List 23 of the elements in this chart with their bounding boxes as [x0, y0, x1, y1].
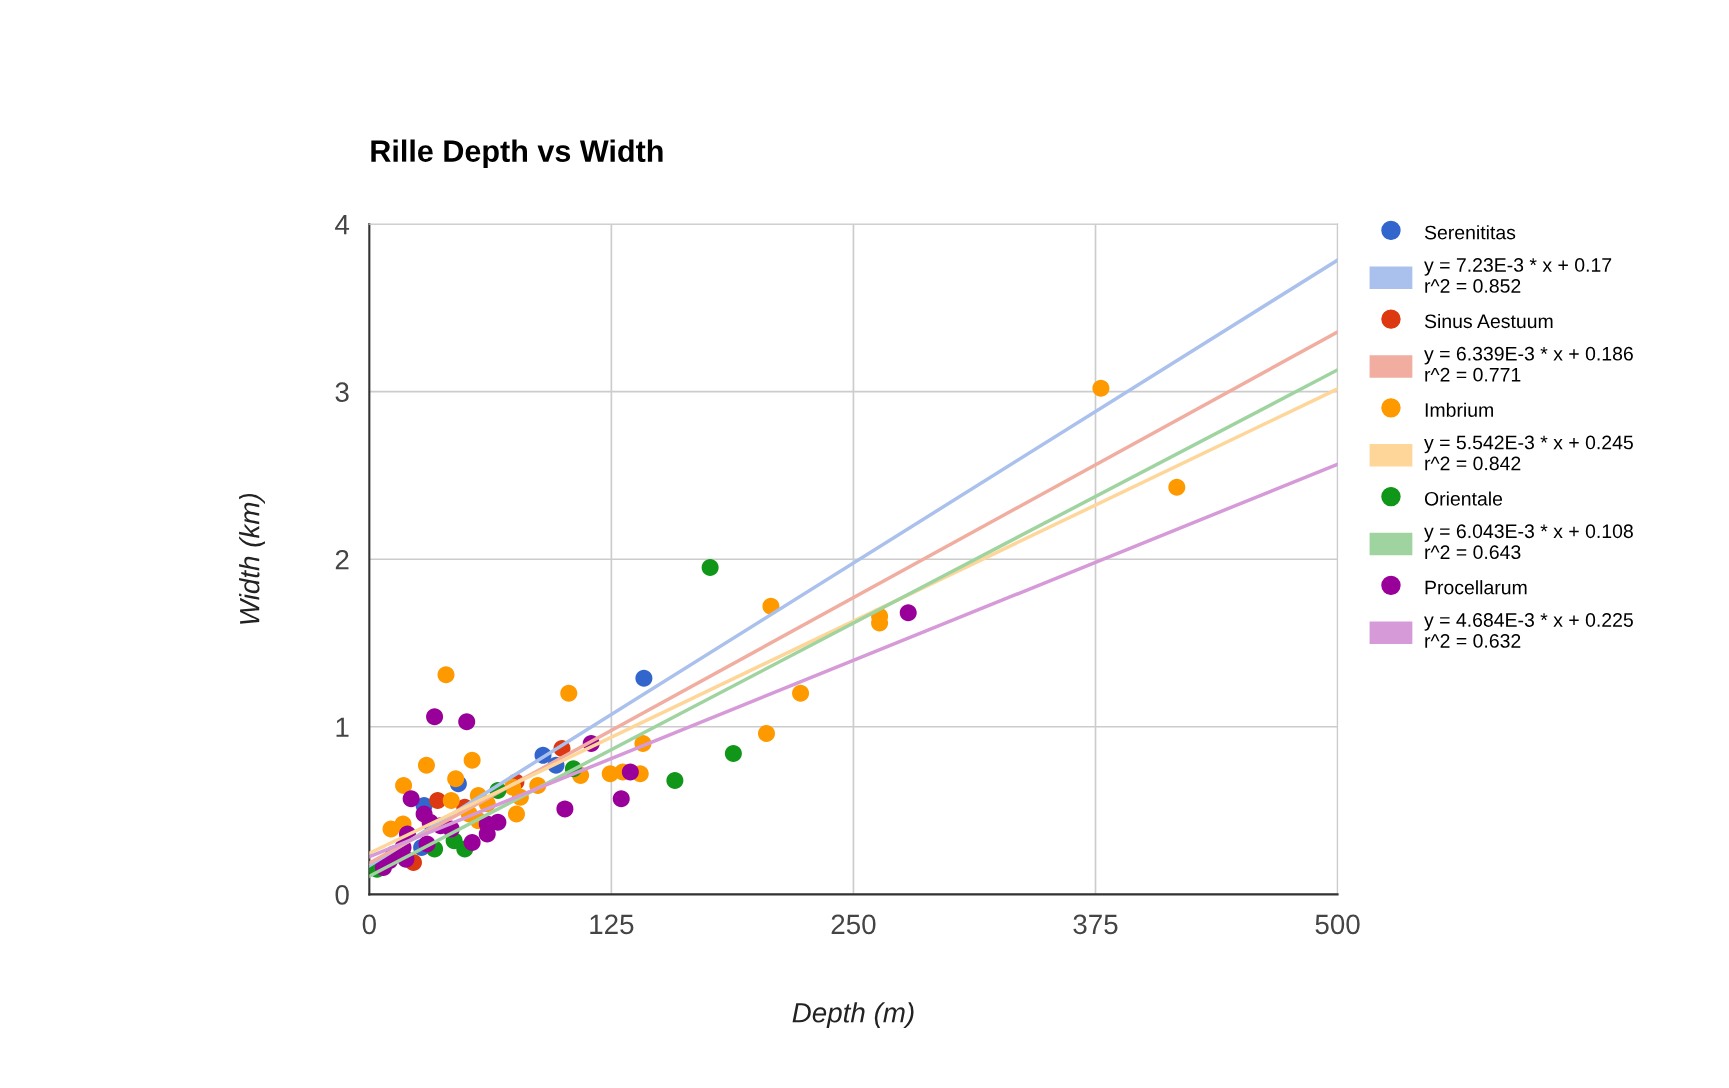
y-tick-label: 1: [336, 717, 349, 737]
legend-label: y = 6.339E-3 * x + 0.186 r^2 = 0.771: [1424, 346, 1633, 382]
x-tick-label: 500: [1315, 914, 1360, 935]
legend-label: y = 4.684E-3 * x + 0.225 r^2 = 0.632: [1424, 613, 1633, 648]
y-tick-label: 2: [335, 549, 349, 570]
x-tick-label: 0: [362, 914, 376, 935]
legend-label: Sinus Aestuum: [1424, 313, 1553, 329]
y-tick-label: 0: [335, 885, 349, 905]
x-axis-title: Depth (m): [792, 1002, 914, 1029]
chart-title: Rille Depth vs Width: [371, 139, 663, 168]
legend-label: y = 5.542E-3 * x + 0.245 r^2 = 0.842: [1424, 435, 1633, 471]
legend-label: Imbrium: [1425, 402, 1493, 417]
legend-label: y = 7.23E-3 * x + 0.17 r^2 = 0.852: [1424, 258, 1612, 293]
y-tick-label: 4: [335, 215, 350, 235]
y-axis-title: Width (km): [239, 493, 265, 624]
x-tick-label: 375: [1073, 914, 1118, 935]
legend-label: Procellarum: [1425, 580, 1527, 595]
legend-label: y = 6.043E-3 * x + 0.108 r^2 = 0.643: [1424, 524, 1633, 560]
legend-label: Serenititas: [1424, 225, 1516, 240]
legend-label: Orientale: [1424, 491, 1503, 506]
x-tick-label: 125: [590, 914, 634, 935]
y-tick-label: 3: [335, 382, 349, 403]
x-tick-label: 250: [831, 914, 876, 935]
